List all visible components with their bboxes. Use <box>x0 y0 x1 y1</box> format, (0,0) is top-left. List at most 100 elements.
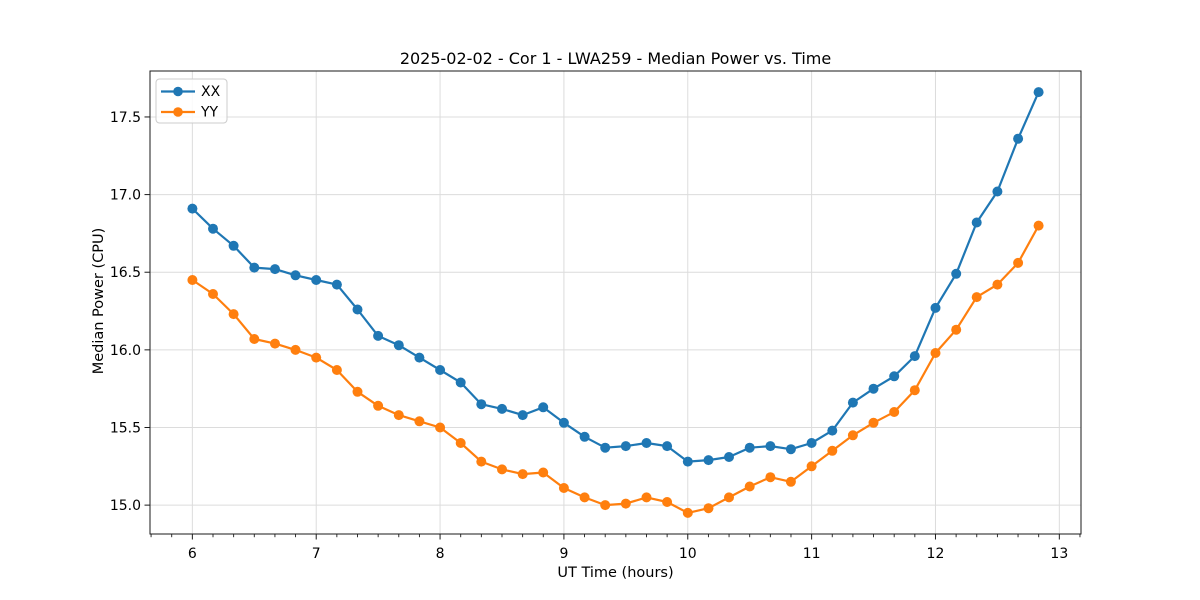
data-point-yy <box>992 279 1003 290</box>
data-point-yy <box>620 498 631 509</box>
data-point-yy <box>331 365 342 375</box>
x-tick-label: 8 <box>436 546 445 562</box>
data-point-xx <box>682 456 693 467</box>
data-point-xx <box>930 302 941 313</box>
data-point-yy <box>373 400 384 411</box>
grid-layer <box>150 71 1081 534</box>
data-point-yy <box>414 416 425 427</box>
data-point-xx <box>455 377 466 388</box>
data-point-xx <box>889 371 900 382</box>
legend-entry-xx: XX <box>161 84 221 100</box>
data-point-xx <box>208 223 218 234</box>
legend-label-xx: XX <box>201 84 221 100</box>
data-point-yy <box>765 472 776 483</box>
data-point-yy <box>1013 257 1024 268</box>
data-point-xx <box>1033 87 1044 98</box>
data-point-yy <box>352 386 363 397</box>
data-point-yy <box>538 467 549 478</box>
data-point-yy <box>435 422 446 433</box>
x-tick-label: 7 <box>312 546 321 562</box>
legend-marker-xx <box>173 86 183 97</box>
data-point-yy <box>785 476 796 487</box>
data-point-yy <box>249 334 260 344</box>
data-point-yy <box>270 338 280 349</box>
data-point-yy <box>909 385 920 396</box>
y-tick-label: 16.5 <box>110 265 141 281</box>
data-point-xx <box>187 203 198 214</box>
data-point-xx <box>414 352 425 363</box>
legend-marker-yy <box>173 107 183 117</box>
data-point-yy <box>579 492 590 503</box>
y-tick-label: 15.5 <box>110 420 141 436</box>
data-point-yy <box>393 410 404 421</box>
data-point-xx <box>579 431 590 442</box>
data-point-yy <box>662 497 673 507</box>
series-yy-line <box>191 224 1040 514</box>
chart-title: 2025-02-02 - Cor 1 - LWA259 - Median Pow… <box>400 49 831 68</box>
data-point-xx <box>785 444 796 455</box>
data-point-yy <box>971 292 982 303</box>
x-tick-label: 13 <box>1050 546 1068 562</box>
data-point-yy <box>208 289 218 299</box>
data-point-xx <box>765 441 776 452</box>
y-tick-label: 17.5 <box>110 110 141 126</box>
y-tick-label: 15.0 <box>110 498 141 514</box>
data-point-yy <box>497 464 507 475</box>
x-tick-label: 10 <box>679 546 697 562</box>
data-point-xx <box>311 275 322 285</box>
data-point-xx <box>331 279 342 290</box>
y-tick-label: 16.0 <box>110 343 141 359</box>
data-point-xx <box>352 304 363 315</box>
data-point-yy <box>290 344 301 355</box>
x-tick-label: 12 <box>927 546 945 562</box>
data-point-yy <box>744 481 755 492</box>
data-point-xx <box>951 268 962 279</box>
data-point-yy <box>455 438 466 448</box>
data-point-yy <box>951 324 962 335</box>
data-point-xx <box>744 442 755 453</box>
data-point-yy <box>228 309 239 320</box>
data-point-xx <box>558 417 569 428</box>
x-tick-label: 9 <box>559 546 568 562</box>
data-point-yy <box>476 456 487 467</box>
data-point-yy <box>827 445 838 456</box>
data-point-yy <box>1033 220 1044 231</box>
data-point-yy <box>847 430 858 441</box>
data-point-xx <box>290 270 301 281</box>
data-point-xx <box>641 438 652 448</box>
legend-entry-yy: YY <box>161 105 219 121</box>
data-point-xx <box>827 425 838 436</box>
data-point-xx <box>517 410 528 421</box>
data-point-yy <box>930 348 941 358</box>
data-point-xx <box>703 455 714 466</box>
x-tick-label: 11 <box>803 546 821 562</box>
series-layer <box>187 87 1044 518</box>
data-point-xx <box>228 240 239 251</box>
data-point-xx <box>476 399 487 410</box>
data-point-xx <box>270 264 280 275</box>
data-point-xx <box>373 330 384 341</box>
data-point-xx <box>393 340 404 351</box>
data-point-xx <box>806 438 817 448</box>
data-point-yy <box>641 492 652 503</box>
data-point-yy <box>187 275 198 285</box>
legend-label-yy: YY <box>200 105 219 121</box>
data-point-yy <box>682 507 693 518</box>
y-axis-label: Median Power (CPU) <box>91 228 107 375</box>
data-point-xx <box>662 441 673 452</box>
x-axis-label: UT Time (hours) <box>557 565 673 581</box>
legend: XX YY <box>155 78 228 124</box>
data-point-xx <box>435 365 446 375</box>
data-point-xx <box>847 397 858 408</box>
y-tick-label: 17.0 <box>110 188 141 204</box>
data-point-yy <box>517 469 528 480</box>
data-point-yy <box>600 500 611 511</box>
data-point-yy <box>806 461 817 472</box>
data-point-xx <box>497 403 507 414</box>
data-point-xx <box>909 351 920 362</box>
x-tick-label: 6 <box>188 546 197 562</box>
data-point-xx <box>868 383 879 394</box>
data-point-yy <box>558 483 569 493</box>
data-point-xx <box>971 217 982 228</box>
